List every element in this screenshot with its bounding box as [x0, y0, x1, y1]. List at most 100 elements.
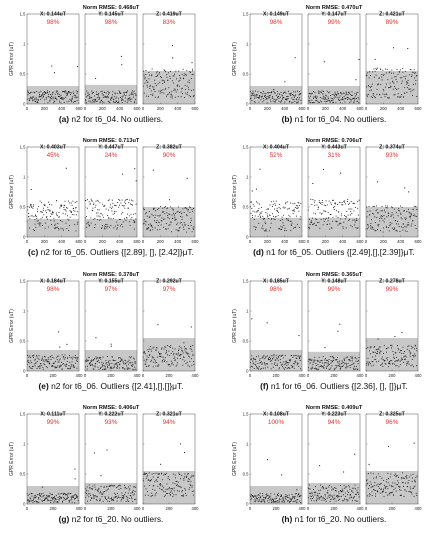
scatter-point: [92, 485, 94, 487]
scatter-point: [339, 484, 341, 486]
scatter-point: [326, 492, 328, 493]
scatter-point: [44, 359, 46, 361]
scatter-point: [413, 215, 415, 216]
scatter-point: [376, 490, 378, 492]
scatter-point: [382, 490, 384, 492]
scatter-point: [121, 96, 123, 98]
scatter-point: [292, 203, 294, 205]
coverage-percent: 93%: [386, 152, 399, 159]
scatter-point: [410, 491, 412, 493]
scatter-point: [330, 94, 331, 96]
scatter-point: [323, 210, 325, 212]
scatter-point: [165, 488, 167, 490]
scatter-point: [333, 488, 335, 490]
y-axis-label: GPR Error (uT): [9, 42, 15, 76]
scatter-point: [381, 492, 383, 494]
scatter-point: [382, 231, 384, 233]
scatter-point: [409, 216, 411, 218]
scatter-point: [102, 216, 104, 218]
scatter-point: [147, 228, 149, 230]
scatter-point: [319, 498, 321, 500]
scatter-point: [108, 217, 110, 219]
scatter-point: [85, 199, 87, 201]
y-tick-label: 0.5: [243, 205, 249, 210]
scatter-point: [100, 99, 102, 101]
x-tick-label: 200: [273, 373, 281, 378]
scatter-point: [40, 365, 42, 367]
scatter-point: [155, 479, 157, 481]
scatter-point: [51, 214, 53, 215]
scatter-point: [73, 366, 75, 368]
scatter-point: [145, 74, 147, 76]
scatter-point: [274, 208, 276, 210]
scatter-point: [318, 356, 320, 358]
scatter-point: [111, 356, 113, 358]
scatter-point: [288, 367, 290, 369]
x-tick-label: 0: [26, 506, 29, 511]
scatter-point: [414, 71, 416, 73]
scatter-point: [131, 364, 133, 366]
scatter-point: [29, 501, 31, 503]
scatter-point: [108, 486, 110, 487]
scatter-point: [108, 199, 110, 201]
scatter-point: [159, 355, 161, 357]
scatter-point: [387, 79, 389, 81]
scatter-point: [182, 364, 184, 366]
scatter-point: [349, 488, 351, 490]
scatter-point: [386, 72, 388, 74]
scatter-point: [44, 99, 46, 101]
scatter-point: [266, 363, 268, 364]
scatter-point: [111, 500, 113, 501]
scatter-point: [174, 73, 176, 75]
scatter-point: [42, 209, 44, 211]
scatter-point: [268, 358, 270, 360]
scatter-point: [366, 216, 368, 218]
scatter-point: [319, 492, 321, 494]
scatter-point: [158, 364, 160, 366]
scatter-point: [273, 502, 275, 503]
scatter-point: [161, 217, 163, 219]
scatter-point: [74, 498, 76, 500]
scatter-point: [387, 472, 389, 474]
scatter-point: [394, 482, 396, 484]
scatter-point: [324, 498, 326, 500]
x-tick-label: 200: [41, 239, 49, 244]
scatter-point: [57, 227, 59, 229]
scatter-point: [310, 220, 312, 222]
scatter-point: [187, 473, 189, 475]
scatter-point: [98, 215, 100, 217]
scatter-point: [285, 99, 287, 100]
x-tick-label: 200: [264, 239, 272, 244]
scatter-point: [158, 351, 160, 353]
scatter-point: [407, 87, 409, 89]
scatter-point: [129, 488, 131, 490]
scatter-point: [319, 497, 321, 499]
scatter-point: [357, 487, 359, 489]
scatter-point: [101, 366, 103, 368]
scatter-point: [402, 67, 404, 69]
scatter-point: [318, 201, 320, 203]
scatter-point: [328, 359, 330, 360]
scatter-point: [261, 367, 263, 369]
scatter-point: [41, 359, 42, 361]
scatter-point: [370, 89, 372, 91]
scatter-point: [346, 367, 348, 369]
scatter-point: [354, 356, 356, 358]
x-tick-label: 200: [273, 506, 281, 511]
scatter-point: [189, 348, 191, 350]
scatter-point: [180, 353, 182, 355]
scatter-point: [175, 219, 177, 221]
scatter-point: [289, 498, 291, 500]
scatter-point: [406, 82, 408, 84]
scatter-point: [267, 495, 269, 497]
scatter-point: [288, 101, 290, 103]
x-tick-label: 0: [249, 239, 252, 244]
scatter-point: [61, 492, 63, 494]
scatter-point: [351, 208, 353, 210]
uncertainty-band: [308, 483, 360, 504]
scatter-point: [134, 168, 136, 170]
scatter-point: [53, 227, 55, 229]
scatter-point: [28, 212, 30, 214]
scatter-point: [282, 354, 284, 356]
